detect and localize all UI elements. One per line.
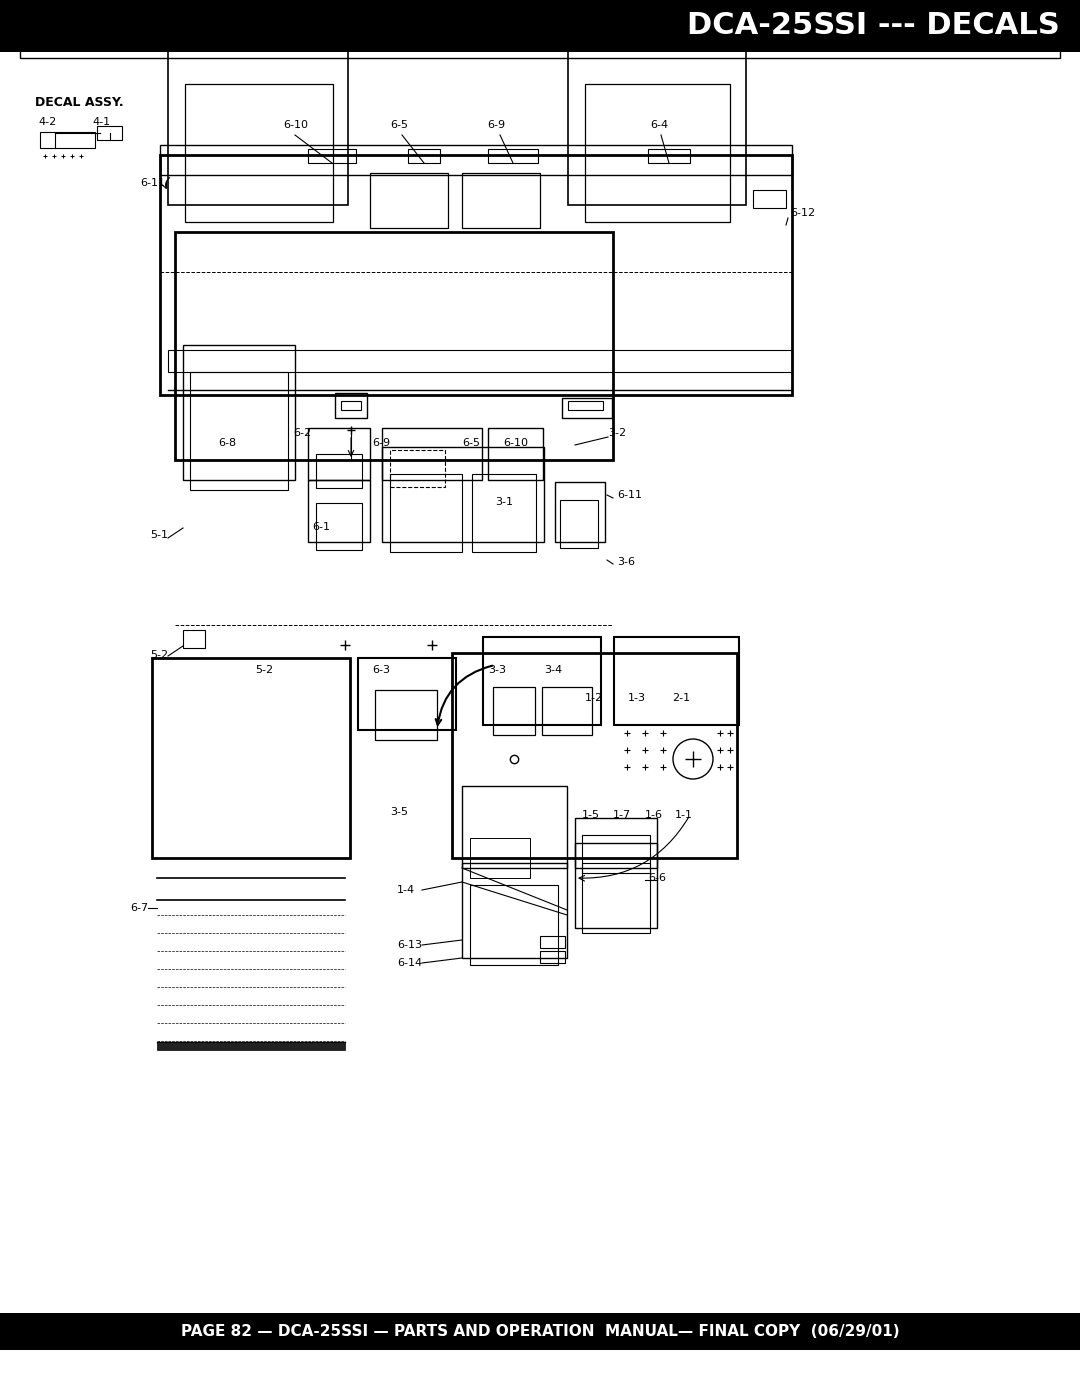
Bar [375, 690, 437, 740]
Text: 3-4: 3-4 [544, 665, 562, 675]
Text: 3-1: 3-1 [495, 497, 513, 507]
Text: 5-1: 5-1 [150, 529, 168, 541]
Bar [316, 454, 362, 488]
Bar [341, 401, 361, 409]
Bar [561, 500, 598, 548]
Text: 6-3: 6-3 [372, 665, 390, 675]
Bar [648, 149, 690, 163]
Bar [382, 427, 482, 481]
Bar [0, 1313, 1080, 1350]
Bar [370, 173, 448, 228]
Text: 6-11: 6-11 [140, 177, 165, 189]
Bar [152, 658, 350, 858]
Bar [575, 842, 657, 928]
Bar [168, 35, 348, 205]
Bar [390, 474, 462, 552]
Text: 5-2: 5-2 [255, 665, 273, 675]
Bar [160, 145, 792, 175]
Text: 6-12: 6-12 [789, 208, 815, 218]
Bar [562, 398, 612, 418]
Bar [492, 687, 535, 735]
Bar [462, 863, 567, 958]
Bar [585, 84, 730, 222]
Bar [21, 0, 1059, 59]
Bar [335, 393, 367, 418]
Bar [540, 936, 565, 949]
Bar [555, 482, 605, 542]
Bar [462, 787, 567, 868]
Text: 6-1: 6-1 [312, 522, 330, 532]
Bar [488, 149, 538, 163]
Bar [568, 401, 603, 409]
Bar [568, 35, 746, 205]
Text: 6-9: 6-9 [372, 439, 390, 448]
Text: 3-3: 3-3 [488, 665, 507, 675]
Bar [582, 863, 650, 933]
Bar [575, 819, 657, 868]
Text: 1-2: 1-2 [585, 693, 603, 703]
Text: 6-9: 6-9 [487, 120, 505, 130]
Text: 5-2: 5-2 [150, 650, 168, 659]
Text: DECAL ASSY.: DECAL ASSY. [35, 96, 123, 109]
Bar [470, 838, 530, 877]
Bar [540, 951, 565, 963]
Text: 6-13: 6-13 [397, 940, 422, 950]
Bar [357, 658, 456, 731]
Text: 1-3: 1-3 [627, 693, 646, 703]
Text: 1-1: 1-1 [675, 810, 693, 820]
Text: 6-10: 6-10 [283, 120, 308, 130]
Text: 2-1: 2-1 [672, 693, 690, 703]
Text: 3-5: 3-5 [390, 807, 408, 817]
Bar [753, 190, 786, 208]
Text: 1-5: 1-5 [582, 810, 600, 820]
Bar [308, 427, 370, 481]
Text: 4-1: 4-1 [92, 117, 110, 127]
Text: DCA-25SSI --- DECALS: DCA-25SSI --- DECALS [687, 11, 1059, 41]
Bar [542, 687, 592, 735]
Text: 6-8: 6-8 [218, 439, 237, 448]
Bar [185, 84, 333, 222]
Bar [40, 131, 95, 148]
Bar [582, 835, 650, 873]
Bar [183, 630, 205, 648]
Bar [160, 155, 792, 395]
Text: 6-11: 6-11 [617, 490, 642, 500]
Bar [453, 652, 737, 858]
Bar [472, 474, 536, 552]
Text: 3-2: 3-2 [608, 427, 626, 439]
Text: 4-2: 4-2 [38, 117, 56, 127]
Bar [183, 345, 295, 481]
Text: 1-7: 1-7 [613, 810, 631, 820]
Bar [316, 503, 362, 550]
Text: 6-7: 6-7 [130, 902, 148, 914]
Bar [382, 447, 544, 542]
Text: 6-10: 6-10 [503, 439, 528, 448]
Bar [190, 372, 288, 490]
Bar [168, 351, 792, 372]
Bar [0, 0, 1080, 52]
Bar [462, 173, 540, 228]
Text: 6-5: 6-5 [462, 439, 480, 448]
Text: 1-6: 1-6 [645, 810, 663, 820]
Bar [615, 637, 739, 725]
Bar [408, 149, 440, 163]
Text: 1-4: 1-4 [397, 886, 415, 895]
Text: 6-2: 6-2 [293, 427, 311, 439]
Bar [470, 886, 558, 965]
Bar [488, 427, 543, 481]
Text: PAGE 82 — DCA-25SSI — PARTS AND OPERATION  MANUAL— FINAL COPY  (06/29/01): PAGE 82 — DCA-25SSI — PARTS AND OPERATIO… [180, 1323, 900, 1338]
Bar [175, 232, 613, 460]
Bar [157, 1042, 345, 1051]
Bar [97, 126, 122, 140]
Text: 3-6: 3-6 [617, 557, 635, 567]
Bar [308, 481, 370, 542]
Text: 6-4: 6-4 [650, 120, 669, 130]
Bar [483, 637, 600, 725]
Text: 6-5: 6-5 [390, 120, 408, 130]
Text: 6-14: 6-14 [397, 958, 422, 968]
Text: 6-6: 6-6 [648, 873, 666, 883]
Bar [308, 149, 356, 163]
Bar [390, 450, 445, 488]
